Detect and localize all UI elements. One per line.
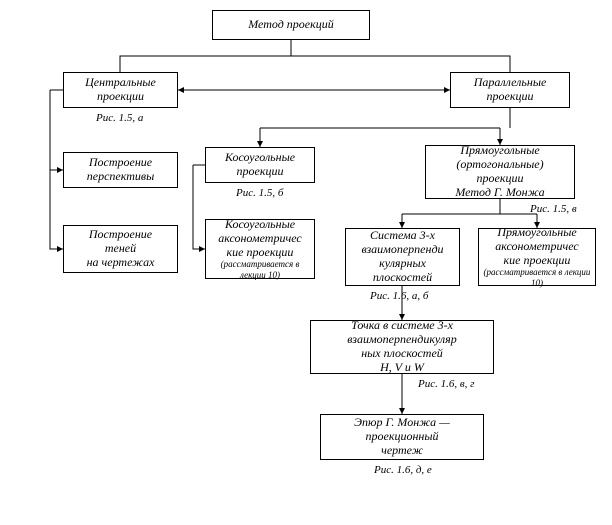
node-note: (рассматривается в лекции 10) [210, 259, 310, 280]
node-text: Прямоугольные [497, 226, 576, 240]
node-obliqueAx: Косоугольныеаксонометрические проекции(р… [205, 219, 315, 279]
node-text: кие проекции [227, 246, 294, 260]
caption-c1: Рис. 1.5, а [96, 112, 143, 124]
node-text: Прямоугольные [460, 144, 539, 158]
node-text: ных плоскостей [361, 347, 443, 361]
node-text: Эпюр Г. Монжа — [354, 416, 450, 430]
node-ortho: Прямоугольные(ортогональные)проекцииМето… [425, 145, 575, 199]
node-text: аксонометричес [495, 240, 578, 254]
node-central: Центральныепроекции [63, 72, 178, 108]
caption-c4: Рис. 1.6, а, б [370, 290, 428, 302]
node-text: плоскостей [373, 271, 432, 285]
node-text: Точка в системе 3-х [351, 319, 453, 333]
node-text: кие проекции [504, 254, 571, 268]
node-note: (рассматривается в лекции 10) [483, 267, 591, 288]
node-epure: Эпюр Г. Монжа —проекционныйчертеж [320, 414, 484, 460]
node-text: взаимоперпендикуляр [347, 333, 457, 347]
node-shadows: Построениетенейна чертежах [63, 225, 178, 273]
node-root: Метод проекций [212, 10, 370, 40]
node-text: кулярных [379, 257, 426, 271]
node-text: Построение [89, 228, 152, 242]
node-orthoAx: Прямоугольныеаксонометрические проекции(… [478, 228, 596, 286]
caption-c2: Рис. 1.5, б [236, 187, 283, 199]
node-text: Центральные [85, 76, 156, 90]
node-text: на чертежах [87, 256, 155, 270]
node-text: Метод проекций [248, 18, 334, 32]
node-text: Построение [89, 156, 152, 170]
node-text: Косоугольные [225, 218, 295, 232]
node-oblique: Косоугольныепроекции [205, 147, 315, 183]
caption-c6: Рис. 1.6, д, е [374, 464, 432, 476]
node-text: Косоугольные [225, 151, 295, 165]
node-text: перспективы [87, 170, 154, 184]
node-text: H, V и W [380, 361, 424, 375]
node-text: теней [105, 242, 136, 256]
node-text: проекции [97, 90, 144, 104]
node-text: проекции [477, 172, 524, 186]
caption-c3: Рис. 1.5, в [530, 203, 577, 215]
flowchart-canvas: Метод проекцийЦентральныепроекцииПаралле… [0, 0, 612, 525]
node-system3: Система 3-хвзаимоперпендикулярныхплоскос… [345, 228, 460, 286]
node-text: проекции [487, 90, 534, 104]
node-text: чертеж [381, 444, 423, 458]
node-text: Метод Г. Монжа [455, 186, 544, 200]
node-text: Система 3-х [370, 229, 435, 243]
caption-c5: Рис. 1.6, в, г [418, 378, 474, 390]
node-text: проекции [237, 165, 284, 179]
node-text: проекционный [366, 430, 439, 444]
node-parallel: Параллельныепроекции [450, 72, 570, 108]
node-text: Параллельные [474, 76, 547, 90]
node-persp: Построениеперспективы [63, 152, 178, 188]
node-point3: Точка в системе 3-хвзаимоперпендикулярны… [310, 320, 494, 374]
node-text: (ортогональные) [456, 158, 543, 172]
node-text: взаимоперпенди [361, 243, 443, 257]
node-text: аксонометричес [218, 232, 301, 246]
